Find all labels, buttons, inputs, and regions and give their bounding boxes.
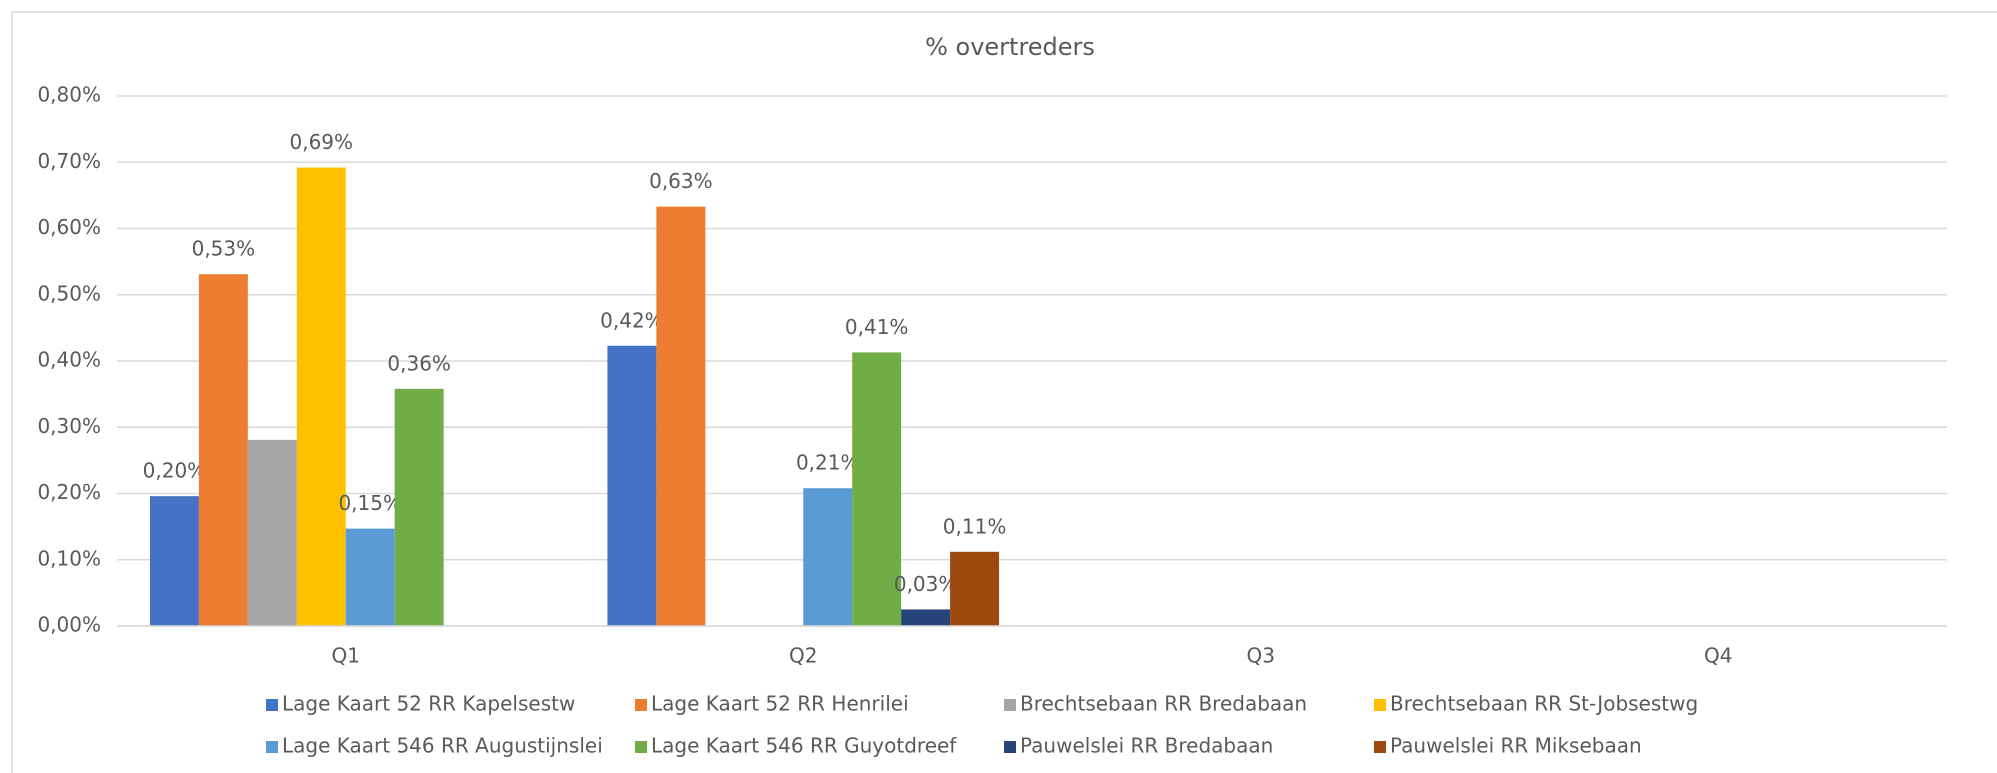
y-tick-label: 0,60% (37, 215, 101, 239)
legend-swatch (1004, 741, 1016, 753)
data-label: 0,53% (192, 237, 256, 261)
x-tick-label: Q1 (332, 644, 360, 668)
legend-label: Pauwelslei RR Bredabaan (1020, 734, 1273, 758)
data-label: 0,03% (894, 572, 958, 596)
legend-label: Lage Kaart 546 RR Guyotdreef (651, 734, 957, 758)
data-label: 0,36% (387, 351, 451, 375)
bar (247, 439, 297, 626)
bar (296, 167, 346, 627)
y-tick-label: 0,80% (37, 83, 101, 107)
y-tick-label: 0,40% (37, 348, 101, 372)
bar (394, 388, 444, 626)
bar (803, 488, 853, 626)
legend-swatch (266, 699, 278, 711)
legend-swatch (266, 741, 278, 753)
data-label: 0,15% (338, 491, 402, 515)
legend-label: Pauwelslei RR Miksebaan (1390, 734, 1642, 758)
bar (656, 206, 706, 626)
bar (607, 345, 657, 626)
bar (950, 551, 1000, 626)
y-tick-label: 0,70% (37, 149, 101, 173)
legend-label: Lage Kaart 52 RR Henrilei (651, 692, 909, 716)
chart-frame (11, 11, 1997, 773)
x-tick-label: Q3 (1247, 644, 1275, 668)
data-label: 0,69% (290, 130, 354, 154)
bar (149, 496, 199, 626)
legend-label: Brechtsebaan RR St-Jobsestwg (1390, 692, 1698, 716)
data-label: 0,63% (649, 169, 713, 193)
data-label: 0,11% (943, 514, 1007, 538)
x-tick-label: Q2 (789, 644, 817, 668)
x-tick-label: Q4 (1704, 644, 1732, 668)
legend-swatch (1374, 699, 1386, 711)
legend-swatch (1374, 741, 1386, 753)
y-tick-label: 0,50% (37, 281, 101, 305)
legend-swatch (635, 741, 647, 753)
legend-swatch (635, 699, 647, 711)
y-tick-label: 0,10% (37, 546, 101, 570)
y-tick-label: 0,00% (37, 613, 101, 637)
bar (198, 274, 248, 626)
legend-label: Brechtsebaan RR Bredabaan (1020, 692, 1307, 716)
data-label: 0,21% (796, 451, 860, 475)
data-label: 0,20% (143, 459, 207, 483)
bar (852, 352, 902, 626)
chart-title: % overtreders (925, 33, 1095, 61)
y-tick-label: 0,30% (37, 414, 101, 438)
legend-label: Lage Kaart 546 RR Augustijnslei (282, 734, 603, 758)
legend-swatch (1004, 699, 1016, 711)
bar (901, 609, 951, 626)
data-label: 0,41% (845, 315, 909, 339)
data-label: 0,42% (600, 308, 664, 332)
bar (345, 528, 395, 626)
y-tick-label: 0,20% (37, 480, 101, 504)
legend-label: Lage Kaart 52 RR Kapelsestw (282, 692, 575, 716)
